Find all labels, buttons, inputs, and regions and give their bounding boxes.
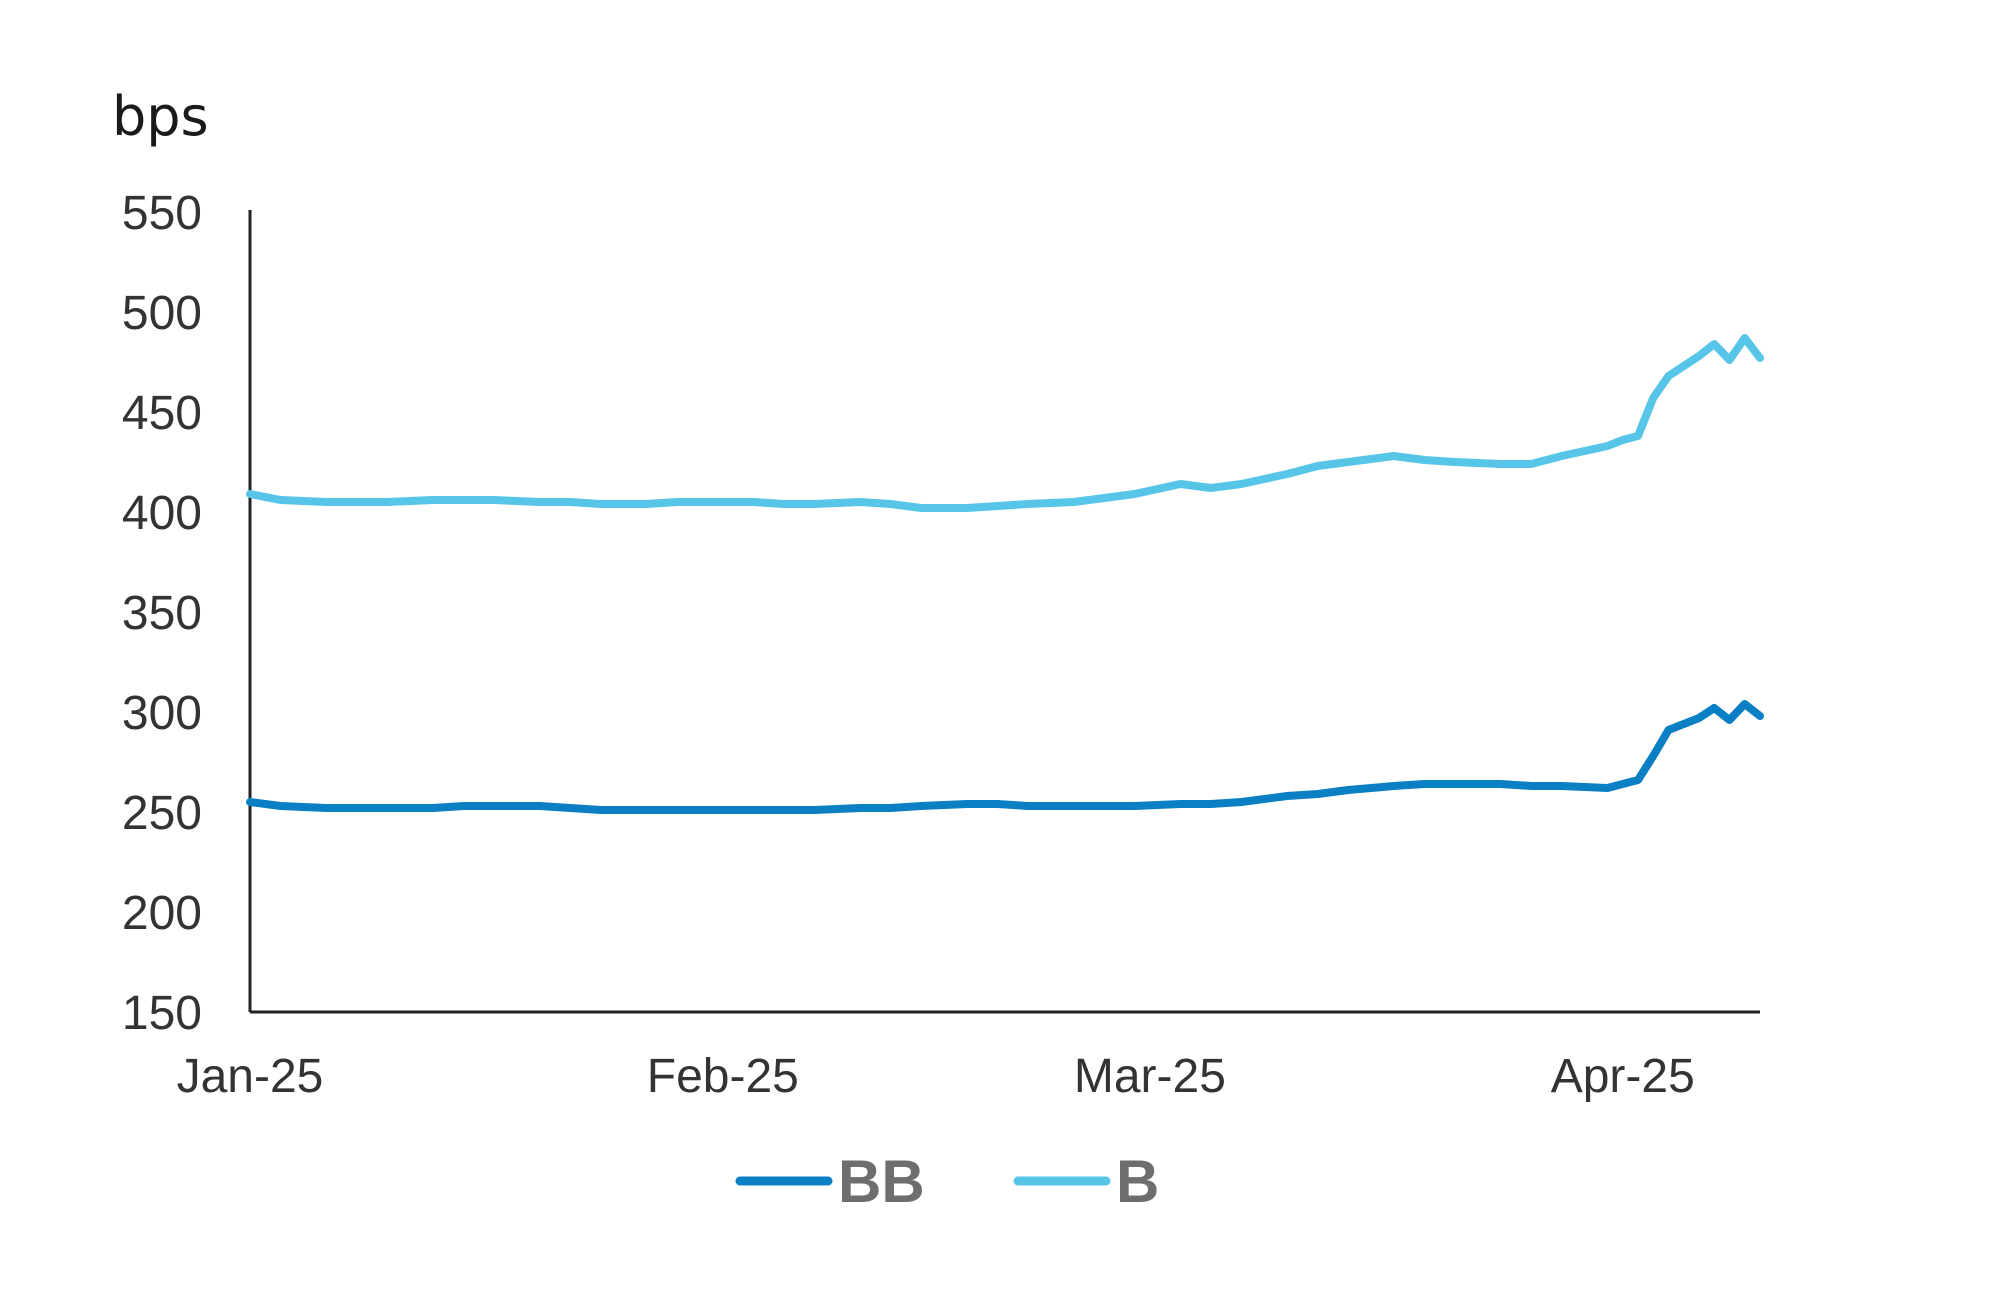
y-tick-label: 500 [122,287,202,340]
legend-label-b: B [1116,1148,1159,1215]
y-unit-label: bps [112,85,209,148]
y-tick-label: 350 [122,587,202,640]
series-line-bb [246,700,1764,814]
y-tick-label: 250 [122,787,202,840]
y-tick-label: 550 [122,187,202,240]
x-tick-label: Mar-25 [1074,1050,1226,1103]
x-tick-label: Feb-25 [647,1050,799,1103]
y-tick-labels: 550 500 450 400 350 300 250 200 150 [122,187,202,1040]
y-tick-label: 150 [122,987,202,1040]
y-tick-label: 200 [122,887,202,940]
x-tick-label: Jan-25 [177,1050,324,1103]
legend-label-bb: BB [838,1148,925,1215]
x-tick-label: Apr-25 [1551,1050,1695,1103]
x-tick-labels: Jan-25 Feb-25 Mar-25 Apr-25 [177,1050,1695,1103]
series-lines [246,334,1764,814]
axes [248,210,1760,1014]
series-line-b [246,334,1764,512]
y-tick-label: 400 [122,487,202,540]
legend: BB B [735,1148,1159,1215]
y-tick-label: 300 [122,687,202,740]
y-tick-label: 450 [122,387,202,440]
